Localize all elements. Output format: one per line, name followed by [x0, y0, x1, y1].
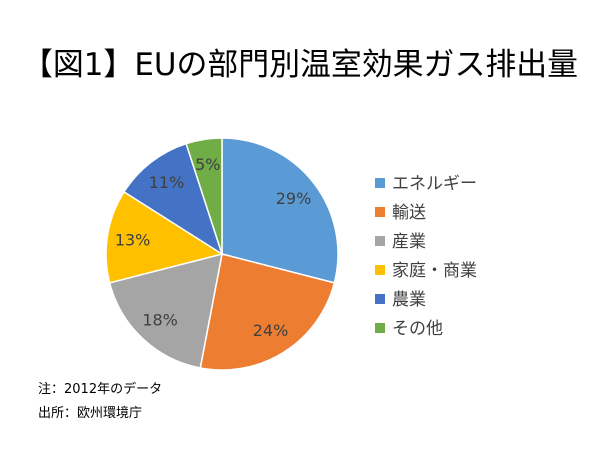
legend-item-other: その他 [375, 319, 443, 339]
legend-item-agriculture: 農業 [375, 290, 426, 310]
slice-label-energy: 29% [276, 189, 312, 208]
pie-slice-household-commercial [105, 190, 224, 284]
legend-swatch [375, 207, 385, 217]
slice-label-household-commercial: 13% [115, 230, 151, 249]
slice-label-other: 5% [195, 155, 220, 174]
pie-slice-transport [199, 253, 336, 371]
pie-slice-other [185, 137, 223, 255]
legend-item-household-commercial: 家庭・商業 [375, 261, 477, 281]
pie-slice-energy [221, 137, 339, 284]
legend-item-industry: 産業 [375, 232, 426, 252]
slice-label-transport: 24% [253, 321, 289, 340]
slice-label-agriculture: 11% [149, 173, 185, 192]
legend-item-transport: 輸送 [375, 203, 426, 223]
legend-label: その他 [392, 319, 443, 339]
pie-slice-industry [108, 252, 223, 369]
legend-swatch [375, 323, 385, 333]
legend-item-energy: エネルギー [375, 174, 477, 194]
slice-label-industry: 18% [142, 311, 178, 330]
data-year-note: 注：2012年のデータ [38, 381, 162, 397]
legend-swatch [375, 178, 385, 188]
legend-label: 農業 [392, 290, 426, 310]
legend-label: 家庭・商業 [392, 261, 477, 281]
legend: エネルギー 輸送 産業 家庭・商業 農業 その他 [375, 174, 477, 339]
pie-slice-agriculture [123, 142, 224, 256]
legend-label: エネルギー [392, 174, 477, 194]
legend-label: 輸送 [392, 203, 426, 223]
legend-swatch [375, 236, 385, 246]
legend-swatch [375, 265, 385, 275]
chart-title: 【図1】EUの部門別温室効果ガス排出量 [22, 47, 578, 83]
legend-swatch [375, 294, 385, 304]
pie-slices [105, 137, 339, 371]
source-note: 出所：欧州環境庁 [38, 406, 142, 421]
legend-label: 産業 [392, 232, 426, 252]
slice-labels: 29% 24% 18% 13% 11% 5% [115, 155, 311, 340]
